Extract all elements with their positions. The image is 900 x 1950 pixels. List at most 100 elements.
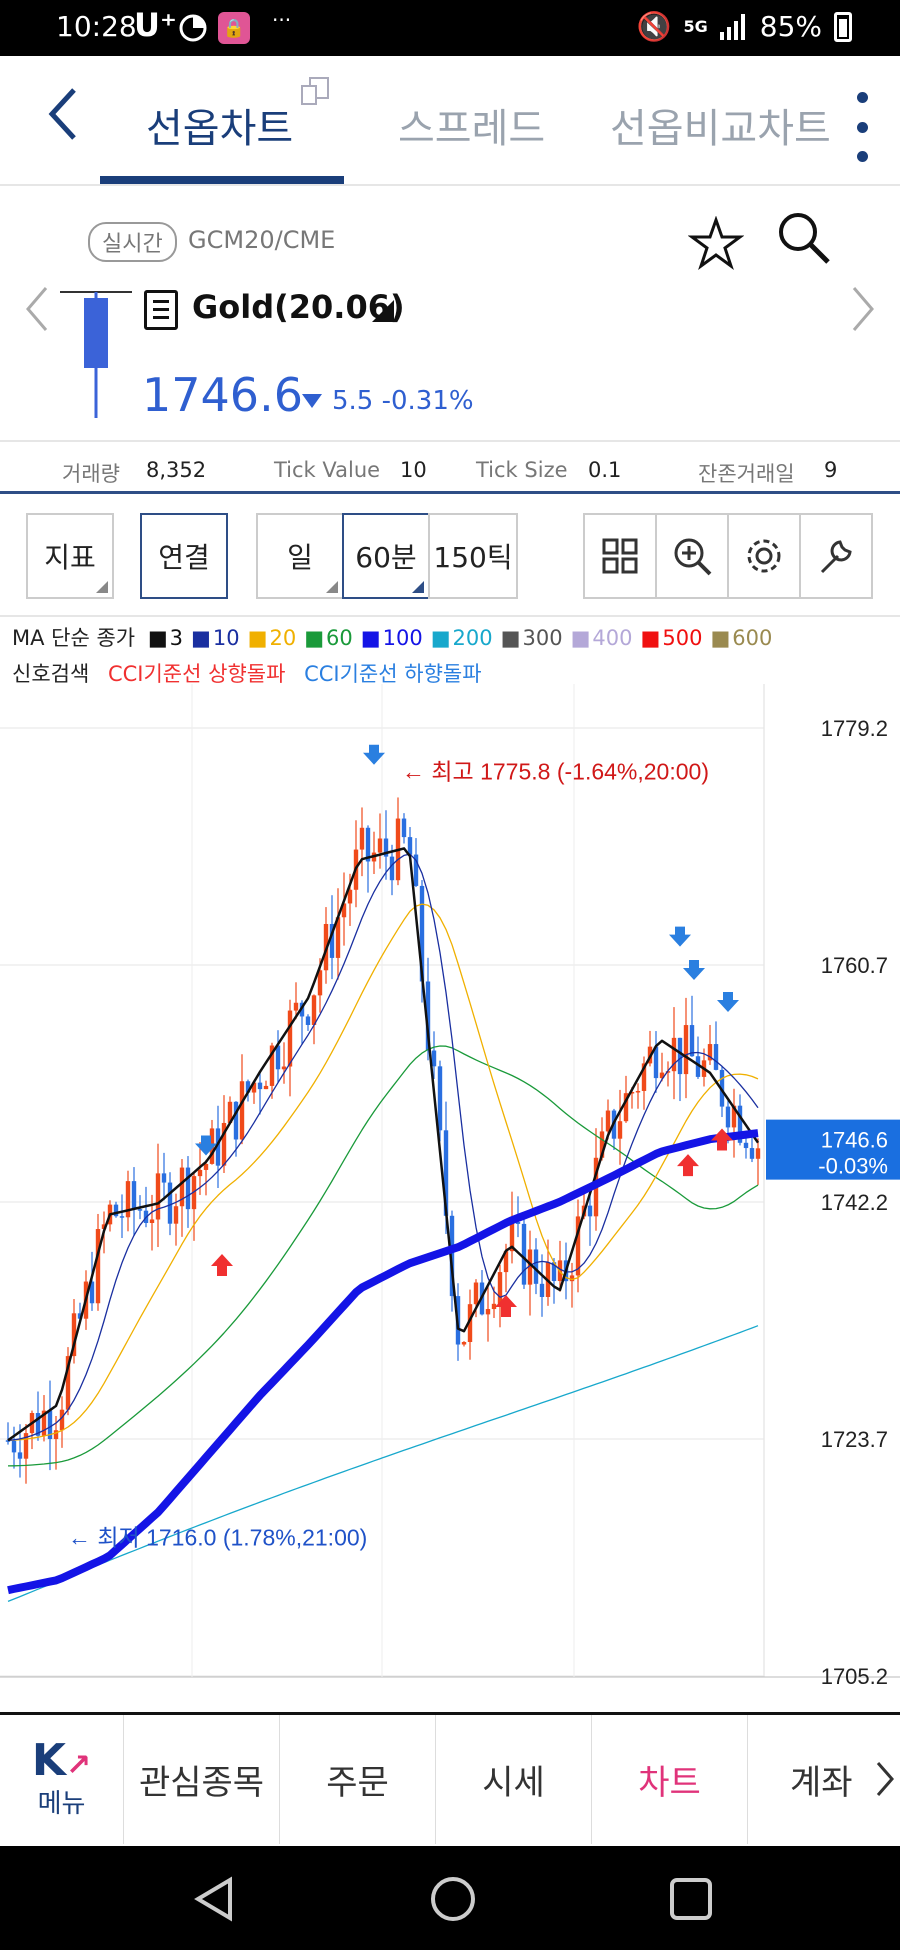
buy-signal-arrow-icon <box>211 1254 233 1277</box>
layout-grid-button[interactable] <box>583 513 657 599</box>
link-button[interactable]: 연결 <box>140 513 228 599</box>
favorite-star-icon[interactable] <box>688 216 744 272</box>
sell-signal-arrow-icon <box>683 959 705 980</box>
tick-size-label: Tick Size <box>476 458 568 482</box>
ma-label-200: 200 <box>452 626 493 650</box>
menu-button[interactable]: K↗ 메뉴 <box>0 1715 124 1844</box>
ma3-line <box>7 847 760 1442</box>
system-back-icon[interactable] <box>190 1874 240 1924</box>
candle-body <box>419 885 425 982</box>
tools-button[interactable] <box>799 513 873 599</box>
candle-body <box>317 970 323 996</box>
candle-body <box>551 1262 557 1282</box>
notification-icons: 🔒 <box>178 12 250 44</box>
candle-body <box>335 917 341 958</box>
grid-icon <box>602 538 638 574</box>
tab-spread[interactable]: 스프레드 <box>398 106 546 152</box>
candle-body <box>629 1092 635 1094</box>
candle-body <box>179 1167 185 1207</box>
candle-body <box>677 1037 683 1075</box>
nav-order[interactable]: 주문 <box>280 1715 436 1844</box>
candle-body <box>173 1206 179 1224</box>
k-logo-icon: K↗ <box>31 1735 92 1786</box>
menu-label: 메뉴 <box>37 1789 86 1819</box>
new-window-icon[interactable] <box>300 76 334 106</box>
zoom-in-button[interactable] <box>655 513 729 599</box>
x-tick-label: 05/15 17:00 <box>134 1680 250 1684</box>
chart-canvas[interactable]: 1779.2 1760.7 1742.2 1723.7 1705.2 05/15 17:0… <box>0 684 900 1684</box>
candle-body <box>197 1169 203 1177</box>
price-chart[interactable]: 1779.2 1760.7 1742.2 1723.7 1705.2 05/15 17:0… <box>0 684 900 1684</box>
candle-body <box>35 1413 41 1436</box>
ma20-line <box>7 903 759 1441</box>
settings-button[interactable] <box>727 513 801 599</box>
period-150tick-button[interactable]: 150틱 <box>428 513 518 599</box>
indicator-button[interactable]: 지표 <box>26 513 114 599</box>
candle-body <box>623 1093 629 1122</box>
ma-label-500: 500 <box>662 626 703 650</box>
ma-legend-items: ■3 ■10 ■20 ■60 ■100 ■200 ■300 ■400 ■500 ■600 <box>148 626 781 650</box>
search-icon[interactable] <box>774 208 834 268</box>
status-time: 10:28 <box>56 10 137 43</box>
sell-signal-arrow-icon <box>195 1135 217 1156</box>
candle-body <box>707 1044 713 1061</box>
ma-label-3: 3 <box>169 626 184 650</box>
period-day-label: 일 <box>287 541 313 574</box>
ma-swatch-200: ■ <box>430 626 451 650</box>
ma-swatch-100: ■ <box>360 626 381 650</box>
candle-body <box>287 1010 293 1067</box>
tick-value-value: 10 <box>400 458 427 482</box>
candle-body <box>41 1410 47 1436</box>
candle-body <box>533 1249 539 1284</box>
ma-label-20: 20 <box>269 626 297 650</box>
contract-info-row: 거래량 8,352 Tick Value 10 Tick Size 0.1 잔존… <box>0 444 900 494</box>
candle-body <box>233 1101 239 1140</box>
candle-body <box>221 1122 227 1166</box>
tab-compare-chart[interactable]: 선옵비교차트 <box>610 106 831 152</box>
candle-body <box>635 1090 641 1093</box>
indicator-label: 지표 <box>44 541 96 574</box>
battery-icon <box>834 11 852 42</box>
battery-percent: 85% <box>759 10 822 43</box>
candle-body <box>539 1283 545 1297</box>
more-menu-icon[interactable] <box>852 92 872 162</box>
candle-body <box>275 1045 281 1070</box>
nav-account[interactable]: 계좌 <box>748 1715 900 1844</box>
period-60min-label: 60분 <box>355 541 417 574</box>
nav-scroll-right-icon[interactable] <box>874 1759 896 1799</box>
ma-legend-title: MA 단순 종가 <box>12 626 136 650</box>
candle-body <box>263 1085 269 1090</box>
candle-body <box>725 1106 731 1128</box>
sell-signal-arrow-icon <box>363 744 385 765</box>
candle-body <box>407 837 413 855</box>
period-60min-button[interactable]: 60분 <box>342 513 430 599</box>
tab-futures-chart[interactable]: 선옵차트 <box>146 106 294 152</box>
prev-instrument-icon[interactable] <box>22 284 52 334</box>
period-day-button[interactable]: 일 <box>256 513 344 599</box>
ma-swatch-500: ■ <box>640 626 661 650</box>
nav-watchlist[interactable]: 관심종목 <box>124 1715 280 1844</box>
candle-body <box>293 1002 299 1011</box>
realtime-badge: 실시간 <box>88 222 177 262</box>
candle-body <box>77 1313 83 1319</box>
list-icon[interactable] <box>144 290 178 330</box>
y-tick-label: 1779.2 <box>821 716 888 741</box>
signal-icon <box>719 13 745 40</box>
system-home-icon[interactable] <box>428 1874 478 1924</box>
system-recents-icon[interactable] <box>666 1874 716 1924</box>
nav-quote[interactable]: 시세 <box>436 1715 592 1844</box>
wrench-icon <box>820 540 852 574</box>
product-dropdown-icon[interactable] <box>372 300 394 322</box>
next-instrument-icon[interactable] <box>848 284 878 334</box>
symbol-code: GCM20/CME <box>188 226 336 254</box>
product-name[interactable]: Gold(20.06) <box>192 288 405 326</box>
nav-chart[interactable]: 차트 <box>592 1715 748 1844</box>
candle-body <box>587 1205 593 1217</box>
volume-value: 8,352 <box>146 458 207 482</box>
ma-label-10: 10 <box>212 626 240 650</box>
back-arrow-icon[interactable] <box>44 84 84 144</box>
candle-body <box>311 995 317 1025</box>
candle-body <box>497 1272 503 1304</box>
candle-body <box>239 1081 245 1140</box>
price-change: 5.5 -0.31% <box>332 386 474 416</box>
